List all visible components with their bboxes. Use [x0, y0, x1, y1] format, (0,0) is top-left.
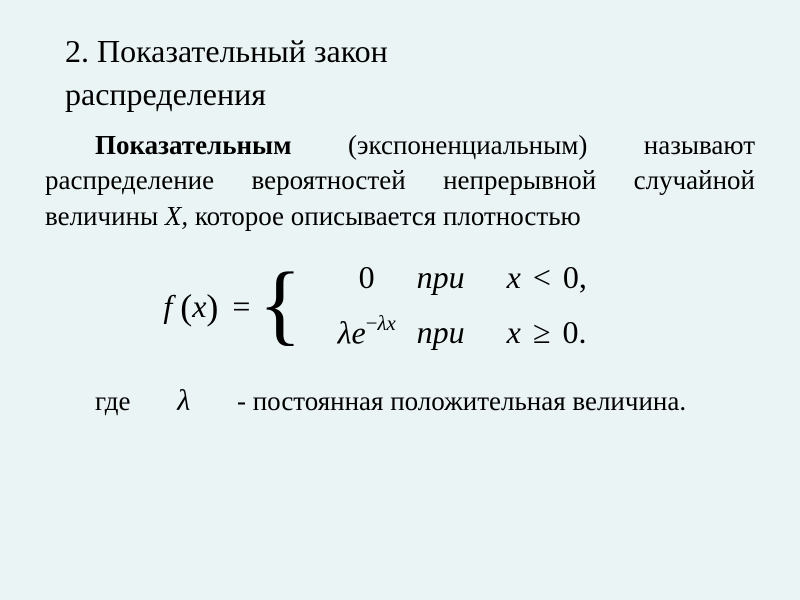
c2-val: 0.: [562, 314, 586, 350]
case2-cond: x ≥ 0.: [507, 314, 637, 351]
section-title: 2. Показательный закон распределения: [45, 30, 755, 116]
c2-e: e: [352, 314, 366, 350]
case2-value: λe−λx: [317, 314, 417, 352]
lparen: (: [180, 287, 192, 327]
def-text-3: вероятностей: [252, 165, 406, 195]
cases-block: 0 при x < 0, λe−λx при x ≥ 0.: [317, 259, 637, 352]
equals: =: [226, 288, 250, 324]
case1-pri: при: [417, 259, 507, 296]
case-row-2: λe−λx при x ≥ 0.: [317, 314, 637, 352]
arg-x: x: [192, 288, 206, 324]
rparen: ): [206, 287, 218, 327]
c2-exponent: −λx: [366, 312, 396, 335]
func-f: f: [163, 288, 172, 324]
formula: f (x) = { 0 при x < 0, λe−λx при x ≥ 0.: [45, 259, 755, 352]
case1-cond: x < 0,: [507, 259, 637, 296]
def-text-2: распределение: [45, 165, 214, 195]
lambda-symbol: λ: [137, 384, 230, 417]
case-row-1: 0 при x < 0,: [317, 259, 637, 296]
exp-x: x: [386, 312, 395, 335]
c1-val: 0,: [563, 259, 587, 295]
case2-pri: при: [417, 314, 507, 351]
def-text-5: которое описывается плотностью: [195, 201, 581, 231]
term-bold: Показательным: [95, 130, 292, 160]
case1-value: 0: [317, 259, 417, 296]
c2-op: ≥: [529, 314, 555, 350]
c1-op: <: [529, 259, 555, 295]
c1-var: x: [507, 259, 521, 295]
brace-icon: {: [258, 269, 301, 341]
def-text-1: называют: [644, 130, 755, 160]
c2-var: x: [507, 314, 521, 350]
title-line-2: распределения: [65, 76, 266, 112]
paren-text: (экспоненциальным): [348, 130, 587, 160]
footer-text: - постоянная положительная величина.: [237, 386, 686, 416]
word-where: где: [95, 386, 130, 416]
formula-lhs: f (x) =: [163, 284, 250, 326]
exp-neg: −: [366, 312, 378, 335]
title-line-1: 2. Показательный закон: [65, 33, 388, 69]
definition-paragraph: Показательным (экспоненциальным) называю…: [45, 128, 755, 233]
var-x: X,: [165, 201, 188, 231]
c2-lambda: λ: [338, 314, 352, 350]
footer-paragraph: где λ - постоянная положительная величин…: [45, 381, 755, 420]
